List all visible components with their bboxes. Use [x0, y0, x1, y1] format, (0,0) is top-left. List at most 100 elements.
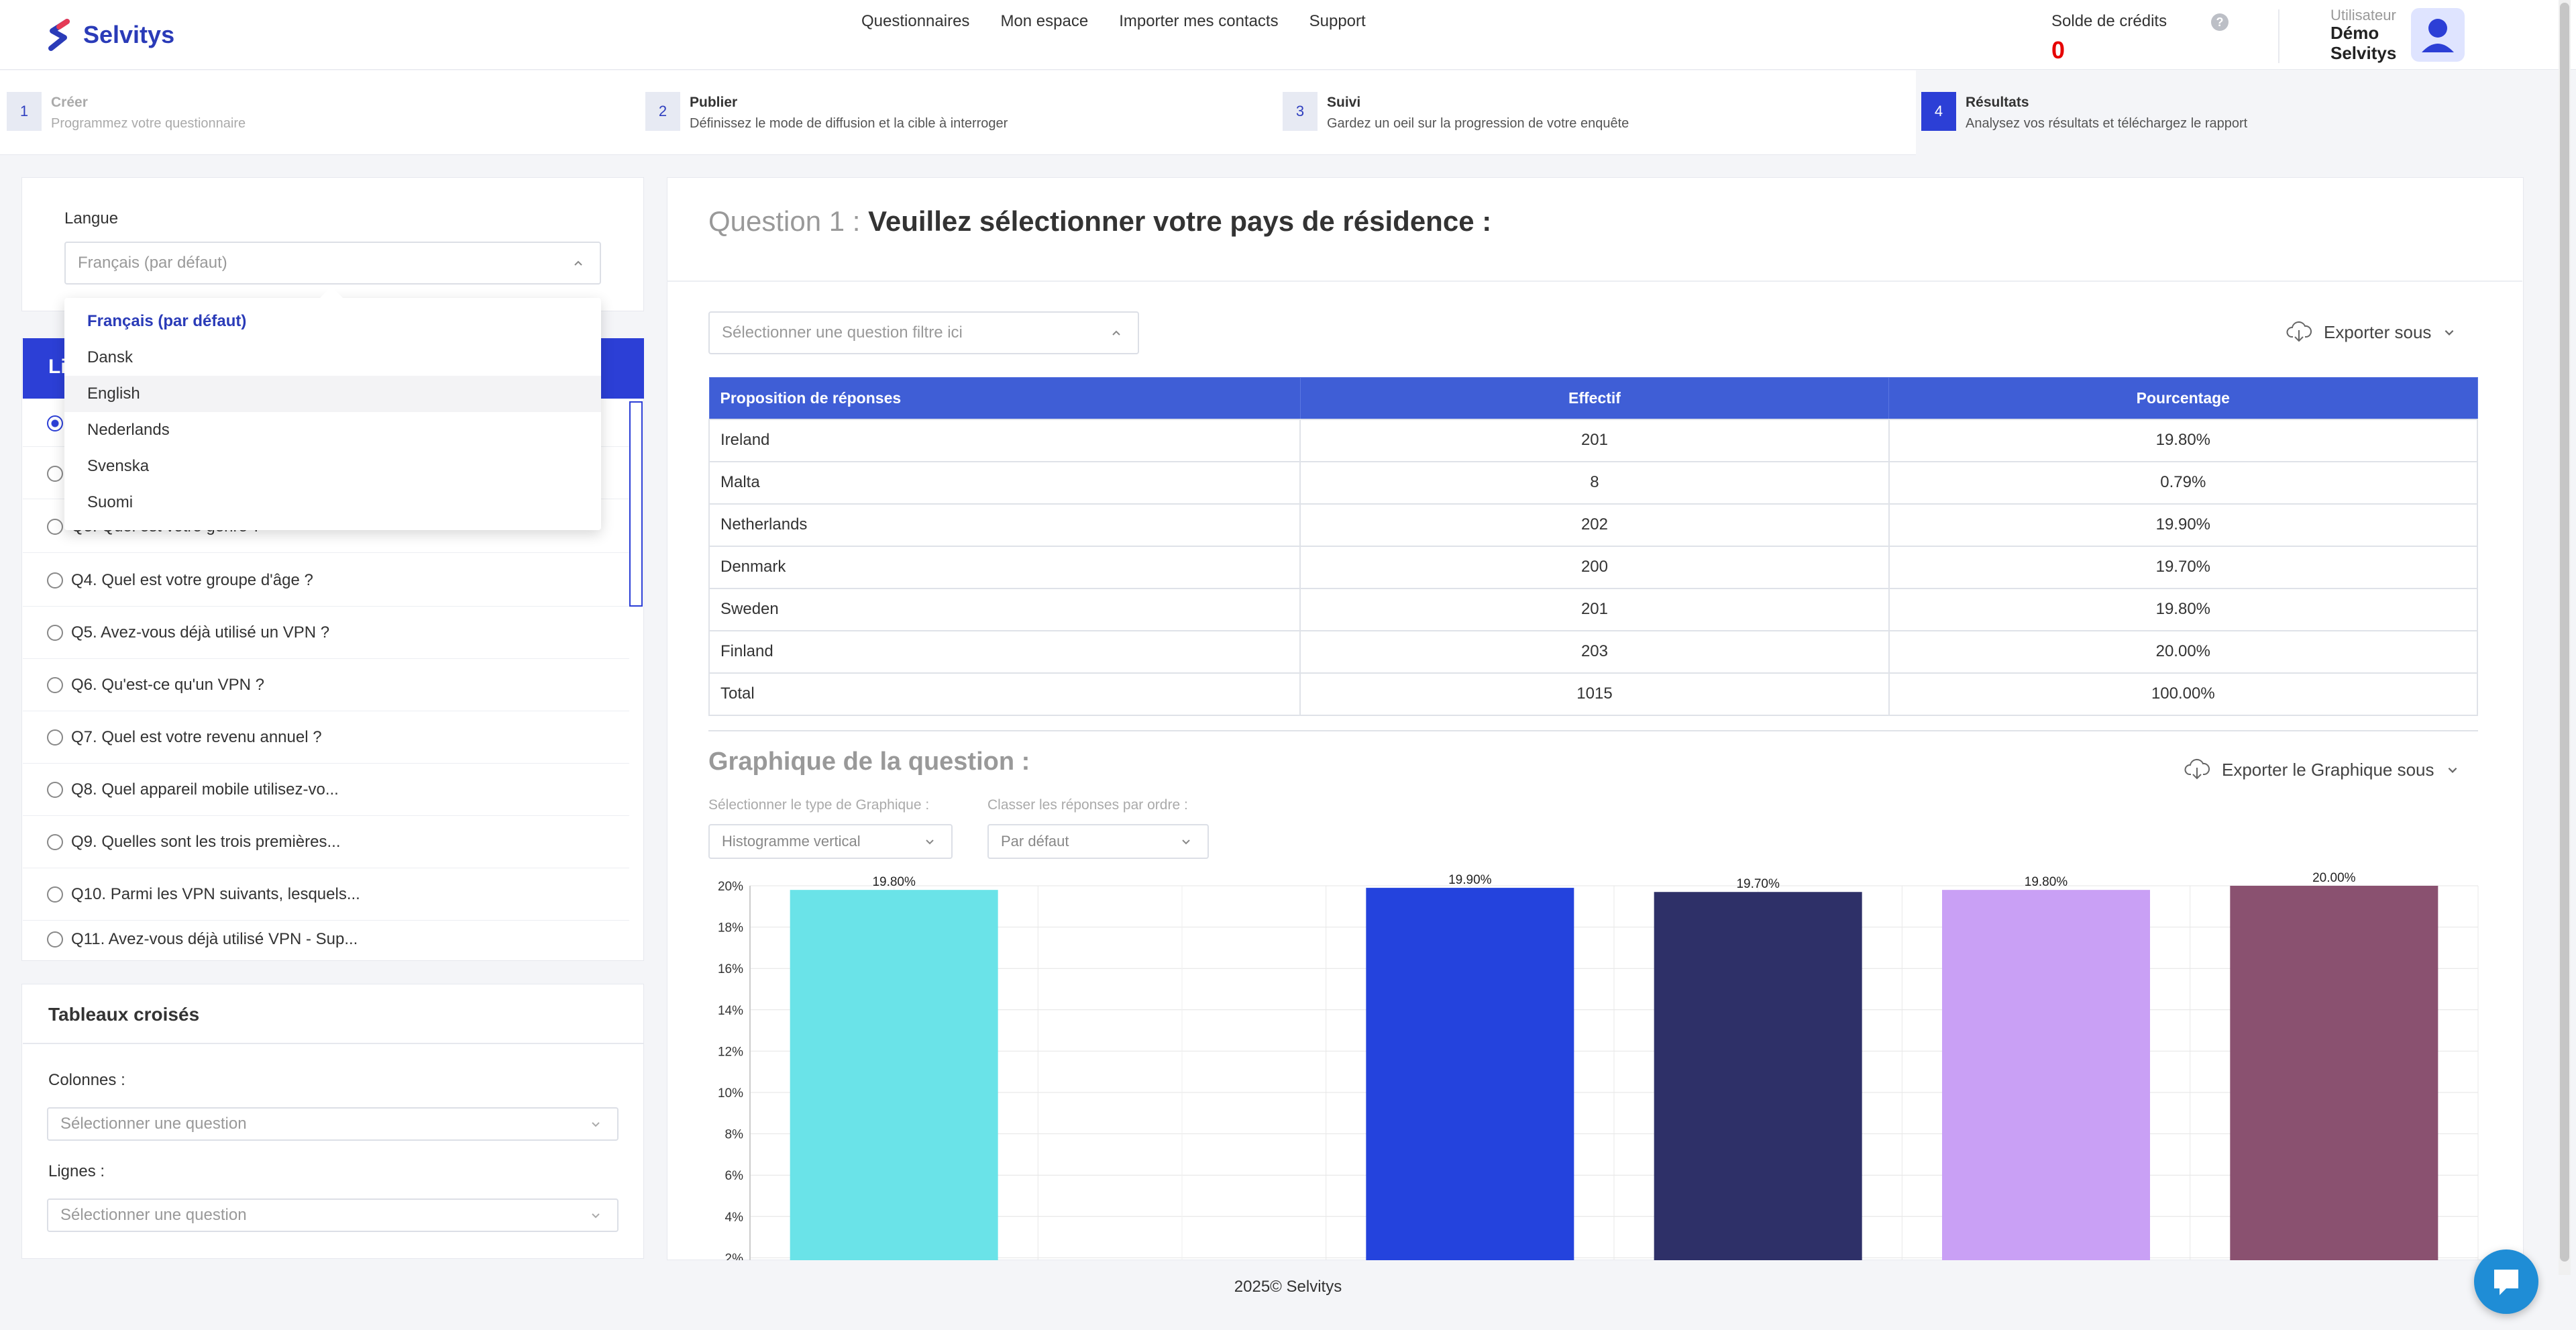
cell-count: 203: [1299, 629, 1890, 674]
question-label: Q7. Quel est votre revenu annuel ?: [71, 727, 322, 746]
radio[interactable]: [47, 729, 63, 746]
bar: [2230, 886, 2438, 1260]
export-table-button[interactable]: Exporter sous: [2286, 321, 2455, 344]
cell-answer: Finland: [708, 629, 1301, 674]
question-text: Veuillez sélectionner votre pays de rési…: [868, 205, 1492, 237]
y-tick-label: 14%: [718, 1004, 743, 1018]
radio[interactable]: [47, 624, 63, 641]
question-item[interactable]: Q5. Avez-vous déjà utilisé un VPN ?: [23, 607, 629, 659]
columns-select[interactable]: Sélectionner une question: [47, 1107, 619, 1141]
language-option-nederlands[interactable]: Nederlands: [87, 421, 170, 439]
y-tick-label: 18%: [718, 921, 743, 935]
export-graph-button[interactable]: Exporter le Graphique sous: [2184, 758, 2459, 781]
table-row: Denmark 200 19.70%: [708, 545, 2479, 589]
step-suivi[interactable]: 3 Suivi Gardez un oeil sur la progressio…: [1283, 92, 1629, 132]
table-row: Sweden 201 19.80%: [708, 587, 2479, 631]
radio[interactable]: [47, 886, 63, 903]
radio[interactable]: [47, 518, 63, 535]
top-navbar: Selvitys Questionnaires Mon espace Impor…: [0, 0, 2576, 70]
question-title: Question 1 : Veuillez sélectionner votre…: [708, 205, 1491, 238]
chart-type-select[interactable]: Histogramme vertical: [708, 824, 953, 859]
chevron-down-icon: [592, 1122, 600, 1127]
question-label: Q11. Avez-vous déjà utilisé VPN - Sup...: [71, 930, 358, 948]
step-title: Créer: [51, 95, 88, 110]
cell-answer: Sweden: [708, 587, 1301, 631]
avatar[interactable]: [2411, 8, 2465, 62]
nav-questionnaires[interactable]: Questionnaires: [861, 12, 970, 30]
question-label: Q10. Parmi les VPN suivants, lesquels...: [71, 884, 360, 903]
question-item[interactable]: Q10. Parmi les VPN suivants, lesquels...: [23, 868, 629, 921]
step-number: 4: [1921, 92, 1956, 131]
question-item[interactable]: Q7. Quel est votre revenu annuel ?: [23, 711, 629, 764]
filter-question-select[interactable]: Sélectionner une question filtre ici: [708, 311, 1139, 354]
credits-label: Solde de crédits: [2051, 12, 2167, 30]
language-option-english[interactable]: English: [64, 376, 601, 412]
help-icon[interactable]: ?: [2211, 13, 2229, 31]
chat-icon: [2494, 1270, 2518, 1295]
chevron-down-icon: [1182, 839, 1190, 845]
brand-name: Selvitys: [83, 21, 175, 48]
cloud-download-icon: [2184, 758, 2210, 780]
table-row: Finland 203 20.00%: [708, 629, 2479, 674]
active-step-background: [1916, 70, 2576, 155]
question-label: Q4. Quel est votre groupe d'âge ?: [71, 570, 313, 589]
step-resultats[interactable]: 4 Résultats Analysez vos résultats et té…: [1921, 92, 2247, 132]
question-list-scrollbar[interactable]: [629, 401, 643, 607]
nav-support[interactable]: Support: [1309, 12, 1366, 30]
y-tick-label: 20%: [718, 880, 743, 894]
chart-type-label: Sélectionner le type de Graphique :: [708, 797, 930, 813]
step-publier[interactable]: 2 Publier Définissez le mode de diffusio…: [645, 92, 1008, 132]
cell-answer: Malta: [708, 460, 1301, 505]
cell-answer: Netherlands: [708, 503, 1301, 547]
crosstab-title: Tableaux croisés: [48, 1004, 200, 1025]
table-row: Ireland 201 19.80%: [708, 418, 2479, 462]
logo[interactable]: Selvitys: [44, 17, 174, 52]
divider: [667, 280, 2522, 282]
language-option-francais[interactable]: Français (par défaut): [87, 312, 247, 330]
question-label: Q8. Quel appareil mobile utilisez-vo...: [71, 780, 339, 799]
data-label: 19.90%: [1448, 873, 1492, 887]
step-creer[interactable]: 1 Créer Programmez votre questionnaire: [7, 92, 246, 132]
question-item[interactable]: Q8. Quel appareil mobile utilisez-vo...: [23, 764, 629, 816]
language-select[interactable]: Français (par défaut): [64, 242, 601, 285]
step-title: Résultats: [1966, 95, 2029, 110]
nav-mon-espace[interactable]: Mon espace: [1000, 12, 1089, 30]
bar: [790, 890, 998, 1260]
language-option-svenska[interactable]: Svenska: [87, 457, 150, 475]
scrollbar-thumb[interactable]: [2560, 3, 2569, 1262]
cell-percent: 19.80%: [1888, 587, 2479, 631]
radio[interactable]: [47, 833, 63, 850]
radio-selected[interactable]: [47, 415, 63, 431]
step-number: 1: [7, 92, 42, 131]
cell-percent: 20.00%: [1888, 629, 2479, 674]
credits-value: 0: [2051, 36, 2065, 64]
radio[interactable]: [47, 781, 63, 798]
chart-order-value: Par défaut: [1001, 833, 1069, 850]
chat-button[interactable]: [2474, 1249, 2538, 1314]
chevron-down-icon: [2445, 329, 2454, 336]
chart-order-select[interactable]: Par défaut: [987, 824, 1209, 859]
question-item[interactable]: Q6. Qu'est-ce qu'un VPN ?: [23, 659, 629, 711]
chevron-down-icon: [926, 839, 934, 845]
question-item[interactable]: Q11. Avez-vous déjà utilisé VPN - Sup...: [23, 921, 629, 958]
radio[interactable]: [47, 931, 63, 948]
radio[interactable]: [47, 465, 63, 482]
page-scrollbar[interactable]: [2559, 0, 2571, 1275]
question-item[interactable]: Q4. Quel est votre groupe d'âge ?: [23, 554, 629, 607]
radio[interactable]: [47, 676, 63, 693]
language-label: Langue: [64, 209, 119, 227]
bar: [1366, 888, 1574, 1260]
nav-importer-contacts[interactable]: Importer mes contacts: [1119, 12, 1279, 30]
divider: [708, 730, 2478, 731]
user-info: Utilisateur Démo Selvitys: [2330, 7, 2396, 64]
chevron-up-icon: [1112, 330, 1120, 336]
language-option-suomi[interactable]: Suomi: [87, 493, 133, 511]
step-desc: Définissez le mode de diffusion et la ci…: [690, 116, 1008, 131]
cell-count: 1015: [1299, 672, 1890, 716]
question-item[interactable]: Q9. Quelles sont les trois premières...: [23, 816, 629, 868]
rows-select[interactable]: Sélectionner une question: [47, 1198, 619, 1232]
question-label: Q5. Avez-vous déjà utilisé un VPN ?: [71, 623, 330, 642]
question-prefix: Question 1 :: [708, 205, 861, 237]
language-option-dansk[interactable]: Dansk: [87, 348, 133, 366]
radio[interactable]: [47, 572, 63, 589]
